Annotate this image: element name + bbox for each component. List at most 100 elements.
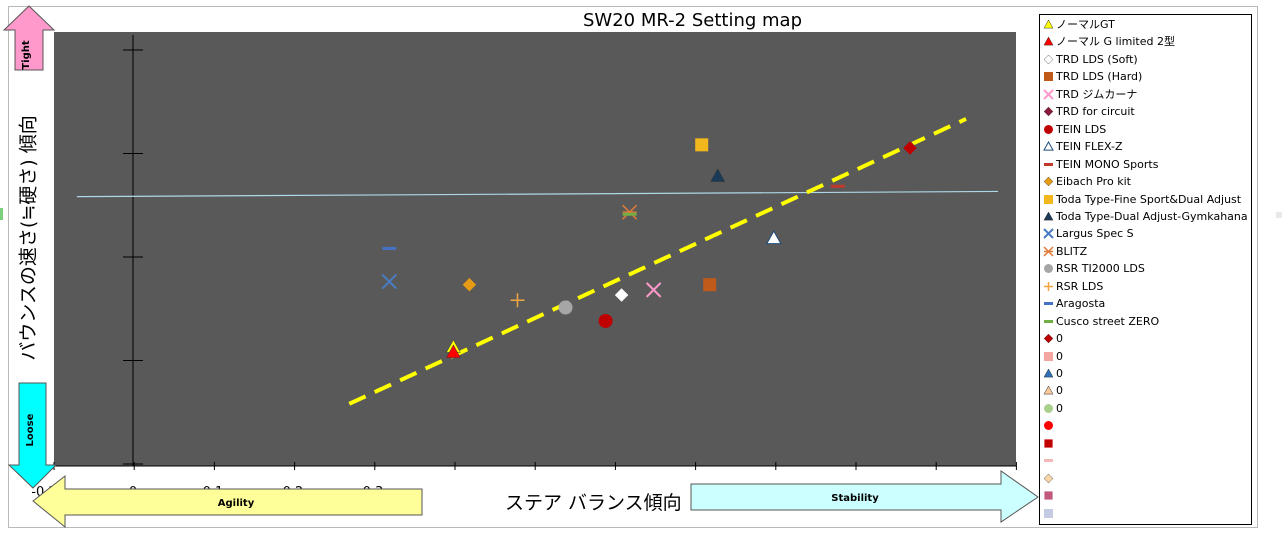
legend-marker [1043, 473, 1054, 484]
legend-label: ノーマルGT [1056, 18, 1115, 31]
legend-item [1043, 470, 1251, 487]
legend-marker [1043, 211, 1054, 221]
legend-marker-shape [1044, 302, 1053, 306]
legend-item: TRD LDS (Soft) [1043, 51, 1251, 68]
legend-label: 0 [1056, 384, 1063, 398]
legend-marker [1044, 421, 1053, 431]
legend-marker [1043, 368, 1054, 378]
legend-label: 0 [1056, 349, 1063, 363]
data-point [598, 313, 613, 328]
legend-item: BLITZ [1043, 243, 1251, 260]
legend-marker-shape [1044, 508, 1053, 518]
data-point [382, 246, 397, 250]
legend-marker-shape [1043, 438, 1054, 449]
legend-marker-shape [1043, 385, 1054, 395]
legend-marker-shape [1043, 211, 1054, 221]
legend-item: Aragosta [1043, 295, 1251, 312]
legend-marker-shape [1043, 333, 1054, 344]
legend-marker [1043, 106, 1054, 117]
legend-marker [1043, 228, 1054, 240]
data-point [445, 344, 461, 358]
legend-marker [1044, 281, 1053, 291]
legend-marker-shape [1043, 368, 1054, 378]
legend-item: 0 [1043, 365, 1251, 382]
legend-item: Largus Spec S [1043, 225, 1251, 242]
legend-marker [1043, 54, 1054, 65]
legend-marker [1043, 385, 1054, 395]
loose-arrow-label: Loose [25, 413, 36, 446]
legend-item: 0 [1043, 348, 1251, 365]
legend-label: Cusco street ZERO [1056, 314, 1160, 328]
data-point [645, 282, 662, 298]
legend-marker [1043, 141, 1054, 151]
loose-arrow [7, 382, 58, 489]
legend-marker-shape [1043, 176, 1054, 187]
stability-arrow-label: Stability [831, 493, 879, 504]
legend-marker-shape [1044, 351, 1053, 361]
legend-marker [1043, 333, 1054, 344]
tight-arrow-label: Tight [21, 40, 32, 70]
agility-arrow [32, 474, 423, 529]
legend-marker-shape [1044, 459, 1053, 463]
legend-marker-shape [1044, 319, 1053, 323]
legend-item: TRD LDS (Hard) [1043, 68, 1251, 85]
legend-marker [1043, 246, 1054, 257]
legend-item: TRD ジムカーナ [1043, 86, 1251, 103]
legend-marker-shape [1044, 281, 1053, 291]
data-point [902, 140, 918, 156]
legend-label: RSR LDS [1056, 279, 1104, 293]
legend-label: TEIN FLEX-Z [1056, 140, 1123, 154]
legend-marker-shape [1044, 264, 1053, 274]
chart-title: SW20 MR-2 Setting map [583, 10, 802, 31]
x-axis-label: ステア バランス傾向 [505, 492, 682, 514]
legend-item: TEIN FLEX-Z [1043, 138, 1251, 155]
legend-item [1043, 487, 1251, 504]
legend-marker-shape [1043, 473, 1054, 484]
legend-item: ノーマルGT [1043, 16, 1251, 33]
legend-item: TEIN LDS [1043, 121, 1251, 138]
legend-marker [1043, 176, 1054, 187]
data-point [765, 230, 782, 245]
agility-arrow-label: Agility [218, 498, 255, 509]
legend-marker [1043, 490, 1054, 501]
data-point [703, 278, 717, 292]
legend-label: RSR TI2000 LDS [1056, 262, 1145, 276]
legend-marker [1043, 36, 1054, 46]
data-point [695, 138, 709, 152]
legend-item [1043, 505, 1251, 522]
legend-label: TEIN LDS [1056, 122, 1107, 136]
legend-marker-shape [1044, 72, 1053, 82]
data-point [510, 293, 525, 308]
legend-label: 0 [1056, 332, 1063, 346]
plot-area [54, 32, 1016, 466]
legend-label: Toda Type-Dual Adjust-Gymkahana [1056, 209, 1248, 223]
legend-label: ノーマル G limited 2型 [1056, 35, 1175, 49]
legend-item: 0 [1043, 400, 1251, 417]
legend-item: ノーマル G limited 2型 [1043, 33, 1251, 50]
legend-marker [1044, 459, 1053, 463]
legend-marker-shape [1043, 36, 1054, 46]
legend-marker-shape [1044, 194, 1053, 204]
legend-label: Eibach Pro kit [1056, 175, 1131, 189]
legend-marker-shape [1044, 124, 1053, 134]
legend-item [1043, 452, 1251, 469]
legend-label: TEIN MONO Sports [1056, 157, 1159, 171]
legend-marker-shape [1043, 141, 1054, 151]
legend-marker-shape [1044, 162, 1053, 166]
legend-marker-shape [1043, 89, 1054, 100]
legend-marker [1043, 438, 1054, 449]
data-point [614, 287, 629, 303]
chart-legend: ノーマルGT ノーマル G limited 2型 TRD LDS (Soft) TRD… [1039, 14, 1252, 525]
legend-item: RSR LDS [1043, 278, 1251, 295]
data-point [462, 277, 477, 293]
legend-marker-shape [1043, 19, 1054, 29]
legend-item [1043, 417, 1251, 434]
legend-marker-shape [1044, 403, 1053, 413]
data-point [622, 204, 638, 220]
legend-marker [1044, 72, 1053, 82]
legend-marker [1044, 194, 1053, 204]
stability-arrow [690, 470, 1039, 523]
legend-item: Toda Type-Dual Adjust-Gymkahana [1043, 208, 1251, 225]
y-axis-label: バウンスの速さ(≒硬さ) 傾向 [17, 115, 40, 361]
